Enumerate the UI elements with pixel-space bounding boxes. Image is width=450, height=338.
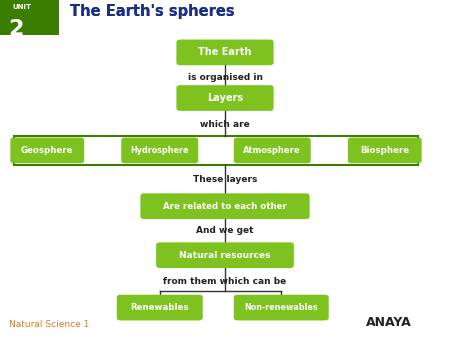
FancyBboxPatch shape <box>156 242 294 268</box>
FancyBboxPatch shape <box>348 138 422 163</box>
Text: is organised in: is organised in <box>188 73 262 81</box>
Text: And we get: And we get <box>196 226 254 235</box>
Polygon shape <box>0 0 58 35</box>
FancyBboxPatch shape <box>176 85 274 111</box>
FancyBboxPatch shape <box>58 0 450 35</box>
Text: The Earth's spheres: The Earth's spheres <box>70 4 234 19</box>
Text: Layers: Layers <box>207 93 243 103</box>
Text: The Earth: The Earth <box>198 47 252 57</box>
Text: which are: which are <box>200 120 250 129</box>
FancyBboxPatch shape <box>234 138 310 163</box>
Text: ANAYA: ANAYA <box>366 316 412 329</box>
Text: Natural resources: Natural resources <box>179 251 271 260</box>
Text: UNIT: UNIT <box>13 4 32 10</box>
FancyBboxPatch shape <box>0 0 450 35</box>
Text: Biosphere: Biosphere <box>360 146 410 155</box>
Text: Are related to each other: Are related to each other <box>163 202 287 211</box>
FancyBboxPatch shape <box>140 193 310 219</box>
FancyBboxPatch shape <box>176 40 274 65</box>
Text: Atmosphere: Atmosphere <box>243 146 301 155</box>
Text: from them which can be: from them which can be <box>163 277 287 286</box>
FancyBboxPatch shape <box>121 138 198 163</box>
Text: These layers: These layers <box>193 175 257 184</box>
FancyBboxPatch shape <box>234 295 328 320</box>
Text: Hydrosphere: Hydrosphere <box>130 146 189 155</box>
Text: Geosphere: Geosphere <box>21 146 73 155</box>
FancyBboxPatch shape <box>10 138 84 163</box>
Text: The Earth's spheres: The Earth's spheres <box>70 4 234 19</box>
Text: 2: 2 <box>8 19 23 39</box>
Text: Non-renewables: Non-renewables <box>244 303 318 312</box>
Text: Natural Science 1: Natural Science 1 <box>9 319 90 329</box>
FancyBboxPatch shape <box>117 295 202 320</box>
Text: Renewables: Renewables <box>130 303 189 312</box>
